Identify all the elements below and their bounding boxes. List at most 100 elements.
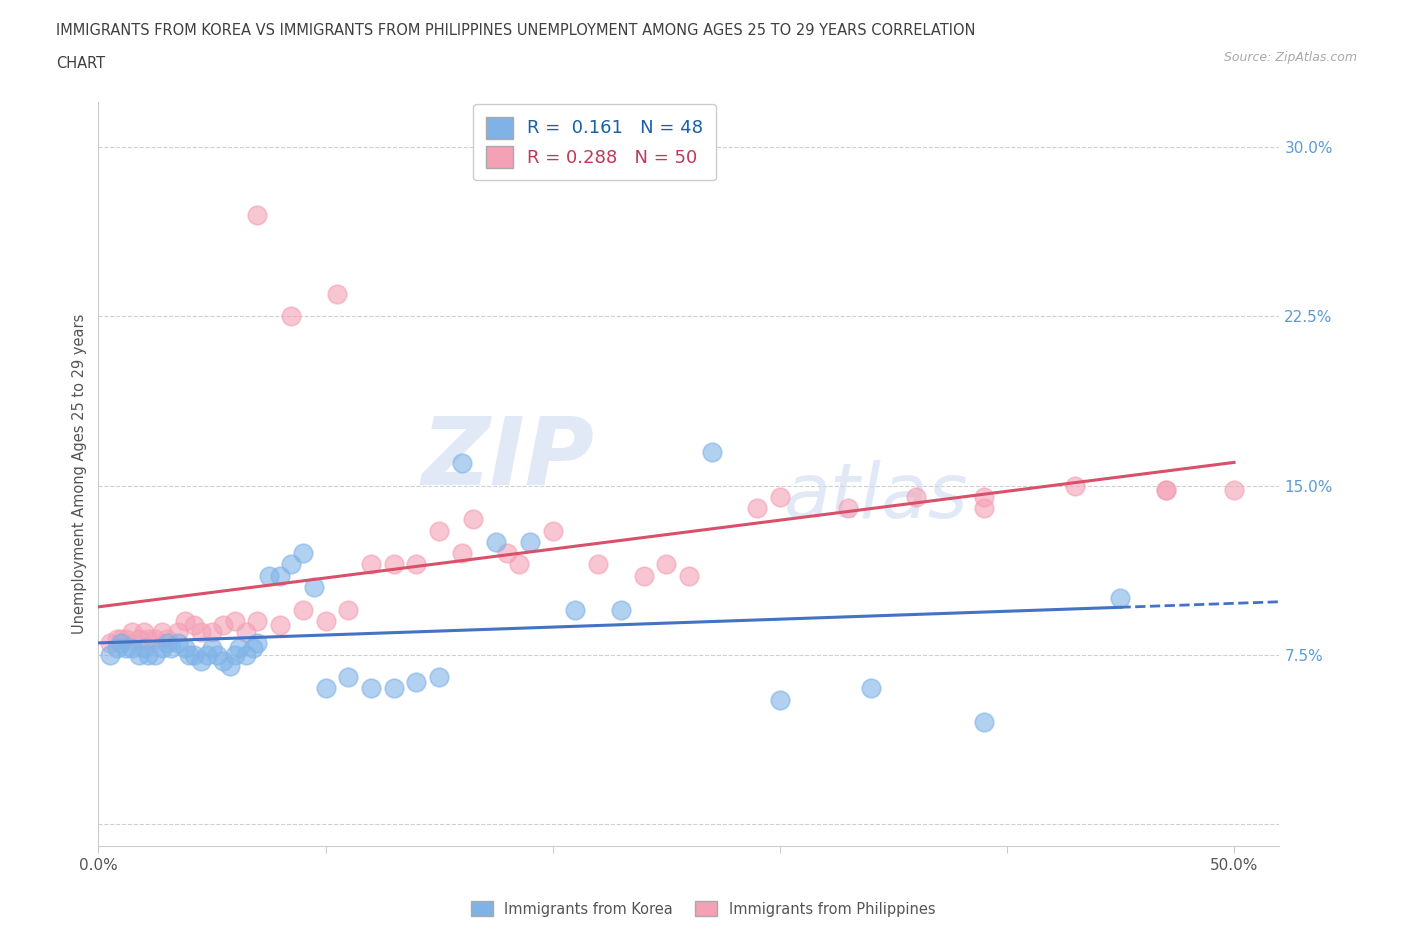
Point [463, 512, 485, 526]
Point [745, 500, 768, 515]
Point [167, 636, 190, 651]
Point [1154, 483, 1177, 498]
Point [315, 614, 337, 629]
Point [973, 500, 995, 515]
Point [315, 681, 337, 696]
Point [405, 674, 427, 689]
Point [427, 670, 450, 684]
Point [269, 568, 291, 583]
Point [508, 557, 530, 572]
Point [360, 681, 382, 696]
Point [337, 602, 360, 617]
Point [235, 625, 257, 640]
Point [859, 681, 882, 696]
Point [190, 654, 212, 669]
Point [224, 614, 246, 629]
Point [405, 557, 427, 572]
Point [143, 647, 166, 662]
Point [769, 692, 792, 707]
Text: atlas: atlas [783, 459, 967, 534]
Point [150, 625, 173, 640]
Point [1064, 478, 1087, 493]
Point [121, 641, 143, 656]
Point [291, 546, 314, 561]
Point [138, 647, 160, 662]
Point [212, 654, 235, 669]
Point [837, 500, 859, 515]
Point [541, 524, 564, 538]
Point [183, 618, 205, 632]
Point [201, 641, 224, 656]
Point [519, 535, 541, 550]
Point [235, 647, 257, 662]
Point [382, 681, 405, 696]
Point [973, 715, 995, 730]
Point [302, 579, 325, 594]
Text: ZIP: ZIP [422, 414, 595, 505]
Point [291, 602, 314, 617]
Point [114, 641, 136, 656]
Point [197, 647, 219, 662]
Point [246, 207, 269, 222]
Point [105, 631, 128, 646]
Legend: R =  0.161   N = 48, R = 0.288   N = 50: R = 0.161 N = 48, R = 0.288 N = 50 [472, 104, 716, 180]
Point [114, 631, 136, 646]
Point [450, 456, 472, 471]
Point [98, 647, 121, 662]
Point [269, 618, 291, 632]
Point [110, 631, 132, 646]
Point [905, 489, 928, 504]
Point [280, 557, 302, 572]
Point [105, 641, 128, 656]
Point [246, 614, 269, 629]
Point [205, 647, 228, 662]
Point [450, 546, 472, 561]
Point [769, 489, 792, 504]
Text: Source: ZipAtlas.com: Source: ZipAtlas.com [1223, 51, 1357, 64]
Point [138, 631, 160, 646]
Point [1109, 591, 1132, 605]
Point [167, 625, 190, 640]
Point [1223, 483, 1246, 498]
Point [700, 445, 723, 459]
Point [173, 614, 195, 629]
Point [155, 636, 177, 651]
Point [427, 524, 450, 538]
Point [150, 641, 173, 656]
Y-axis label: Unemployment Among Ages 25 to 29 years: Unemployment Among Ages 25 to 29 years [72, 314, 87, 634]
Point [496, 546, 519, 561]
Point [201, 625, 224, 640]
Point [678, 568, 700, 583]
Point [143, 631, 166, 646]
Point [183, 647, 205, 662]
Point [121, 625, 143, 640]
Point [155, 631, 177, 646]
Point [257, 568, 280, 583]
Point [1154, 483, 1177, 498]
Point [382, 557, 405, 572]
Point [973, 489, 995, 504]
Point [190, 625, 212, 640]
Point [485, 535, 508, 550]
Point [337, 670, 360, 684]
Point [173, 641, 195, 656]
Point [633, 568, 655, 583]
Point [224, 647, 246, 662]
Point [132, 641, 155, 656]
Legend: Immigrants from Korea, Immigrants from Philippines: Immigrants from Korea, Immigrants from P… [465, 896, 941, 923]
Text: IMMIGRANTS FROM KOREA VS IMMIGRANTS FROM PHILIPPINES UNEMPLOYMENT AMONG AGES 25 : IMMIGRANTS FROM KOREA VS IMMIGRANTS FROM… [56, 23, 976, 38]
Point [564, 602, 586, 617]
Point [280, 309, 302, 324]
Point [179, 647, 201, 662]
Point [98, 636, 121, 651]
Point [212, 618, 235, 632]
Text: CHART: CHART [56, 56, 105, 71]
Point [655, 557, 678, 572]
Point [242, 641, 264, 656]
Point [610, 602, 633, 617]
Point [110, 636, 132, 651]
Point [246, 636, 269, 651]
Point [132, 625, 155, 640]
Point [219, 658, 242, 673]
Point [360, 557, 382, 572]
